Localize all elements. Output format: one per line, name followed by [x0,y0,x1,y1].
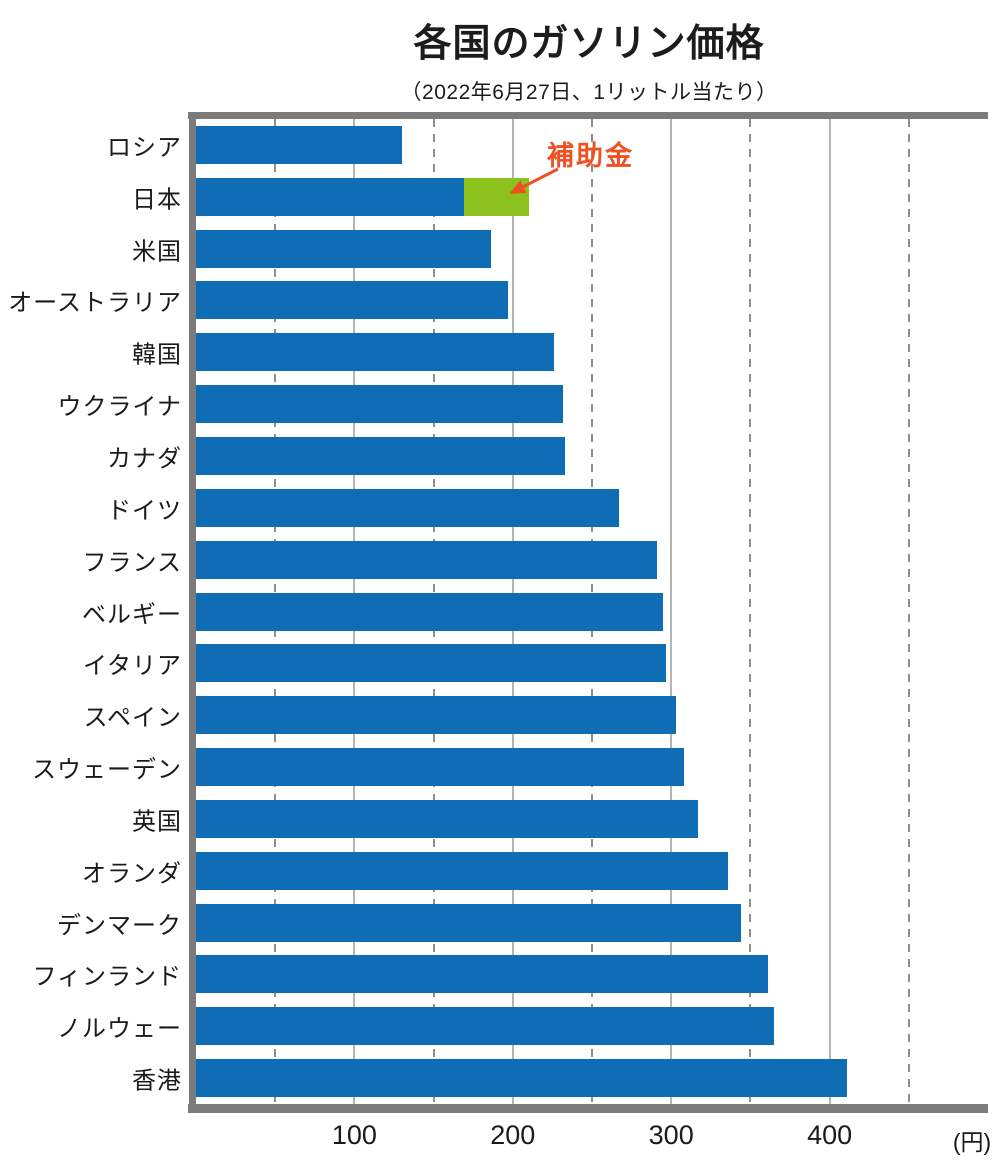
bar-row: カナダ [107,430,988,482]
country-label: スウェーデン [32,756,182,784]
price-bar-segment [196,385,564,424]
x-axis-tick-label: 200 [490,1120,536,1150]
price-bar [196,851,729,890]
plot-border-bottom [188,1104,988,1113]
x-axis-tick-label: 100 [331,1120,377,1150]
bar-row: 日本 [132,171,988,223]
bar-row: 英国 [132,793,988,845]
country-label: オランダ [82,860,182,888]
price-bar-segment [196,281,509,320]
x-axis-tick-label: 400 [807,1120,853,1150]
bar-row: ウクライナ [57,378,988,430]
gridline-solid-400 [828,119,831,1104]
price-bar [196,748,684,787]
price-bar [196,592,664,631]
country-label: 香港 [132,1067,182,1095]
country-label: ベルギー [82,601,182,629]
bar-row: ロシア [107,119,988,171]
bar-row: フィンランド [32,949,988,1001]
bar-row: デンマーク [57,897,988,949]
japan-subsidy-segment [463,177,529,216]
price-bar [196,333,554,372]
price-bar [196,799,699,838]
bar-row: 韓国 [132,326,988,378]
country-label: 韓国 [132,341,182,369]
bar-row: 香港 [132,1052,988,1104]
price-bar [196,1059,848,1098]
price-bar-segment [196,229,491,268]
price-bar [196,177,529,216]
country-label: 日本 [132,186,182,214]
price-bar [196,436,566,475]
bar-row: イタリア [83,637,988,689]
x-axis-tick-label: 300 [648,1120,694,1150]
country-label: 英国 [132,808,182,836]
chart-subtitle: （2022年6月27日、1リットル当たり） [400,81,778,104]
x-axis-unit-label: (円) [952,1129,992,1155]
price-bar-segment [196,955,768,994]
price-bar-segment [196,125,402,164]
gridline-solid-300 [670,119,673,1104]
country-label: ノルウェー [57,1015,182,1043]
price-bar-segment [196,748,684,787]
price-bar-segment [196,644,667,683]
bar-row: スペイン [84,689,988,741]
price-bar-segment [196,696,676,735]
price-bar [196,696,676,735]
price-bar [196,955,768,994]
bar-row: フランス [82,534,988,586]
gridline-dashed-350 [749,119,752,1104]
country-label: フィンランド [32,963,182,991]
price-bar-segment [196,436,566,475]
price-bar-segment [196,540,657,579]
price-bar [196,540,657,579]
country-label: ドイツ [107,497,182,525]
price-bar-segment [196,1059,848,1098]
bar-row: ベルギー [82,586,988,638]
price-bar [196,1007,775,1046]
price-bar-segment [196,851,729,890]
bar-row: オランダ [82,845,988,897]
bar-row: ノルウェー [57,1000,988,1052]
bar-row: ドイツ [107,482,988,534]
price-bar-segment [196,799,699,838]
bar-rows: ロシア日本米国オーストラリア韓国ウクライナカナダドイツフランスベルギーイタリアス… [8,119,988,1104]
japan-base-price-segment [196,177,464,216]
plot-area: ロシア日本米国オーストラリア韓国ウクライナカナダドイツフランスベルギーイタリアス… [8,119,988,1104]
country-label: イタリア [82,652,182,680]
bar-row: オーストラリア [8,275,988,327]
bar-row: 米国 [132,223,988,275]
price-bar-segment [196,333,554,372]
price-bar [196,644,667,683]
country-label: ロシア [107,134,182,162]
plot-border-left [189,112,196,1113]
price-bar [196,281,509,320]
price-bar [196,903,741,942]
country-label: ウクライナ [57,393,182,421]
country-label: スペイン [83,704,182,732]
price-bar-segment [196,592,664,631]
subsidy-annotation-label: 補助金 [547,141,634,171]
country-label: 米国 [132,238,182,266]
price-bar-segment [196,1007,775,1046]
country-label: デンマーク [57,912,182,940]
country-label: オーストラリア [8,289,182,317]
price-bar [196,125,402,164]
price-bar [196,488,619,527]
price-bar [196,385,564,424]
price-bar-segment [196,488,619,527]
country-label: カナダ [107,445,182,473]
chart-title: 各国のガソリン価格 [413,23,765,65]
gridline-dashed-450 [907,119,910,1104]
bar-row: スウェーデン [32,741,988,793]
price-bar-segment [196,903,741,942]
chart-header: 各国のガソリン価格 （2022年6月27日、1リットル当たり） [190,12,988,106]
country-label: フランス [82,549,182,577]
price-bar [196,229,491,268]
plot-border-top [188,112,988,119]
